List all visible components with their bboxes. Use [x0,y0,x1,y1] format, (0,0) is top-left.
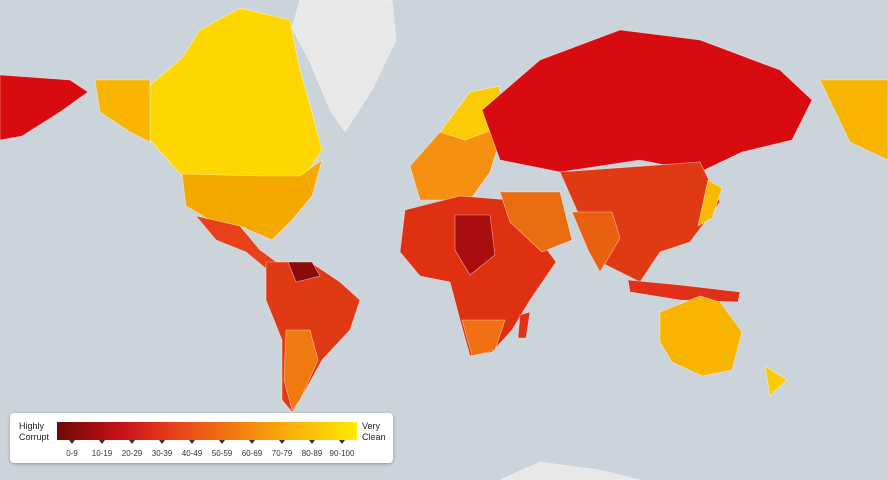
usa [181,159,323,241]
legend-range-label: 70-79 [267,440,297,458]
legend-tick [189,440,195,444]
legend-tick [219,440,225,444]
legend-range-label: 60-69 [237,440,267,458]
alaska-east [819,79,888,161]
legend-range-label: 50-59 [207,440,237,458]
madagascar [517,311,531,339]
venezuela [287,261,321,283]
legend-range-label: 20-29 [117,440,147,458]
legend-ticks: 0-9 10-19 20-29 30-39 40-49 50-59 60-69 70-79 80… [57,440,357,461]
legend-gradient [57,422,357,440]
legend-range-label: 90-100 [327,440,357,458]
antarctica [499,461,641,480]
legend-tick [339,440,345,444]
legend-tick [69,440,75,444]
russia [481,29,813,173]
legend-tick [99,440,105,444]
legend-tick [249,440,255,444]
new-zealand [764,365,788,397]
legend-tick [279,440,285,444]
legend-tick [129,440,135,444]
russia-west-edge [0,74,89,141]
middle-east [499,191,573,253]
australia [659,295,743,377]
japan [697,179,723,227]
legend-low-label: Highly Corrupt [19,421,50,442]
south-america [265,261,361,413]
greenland [291,0,397,133]
legend-tick [159,440,165,444]
india [571,211,621,273]
legend-range-label: 40-49 [177,440,207,458]
legend-range-label: 80-89 [297,440,327,458]
alaska [94,79,151,143]
chile-argentina [283,329,319,411]
legend-range-label: 30-39 [147,440,177,458]
legend-range-label: 0-9 [57,440,87,458]
legend-range-label: 10-19 [87,440,117,458]
legend-tick [309,440,315,444]
indonesia [627,279,741,303]
legend: Highly Corrupt Very Clean 0-9 10-19 20-29 3… [10,413,393,463]
southern-africa [461,319,506,357]
central-africa [454,214,496,276]
legend-high-label: Very Clean [362,421,386,442]
